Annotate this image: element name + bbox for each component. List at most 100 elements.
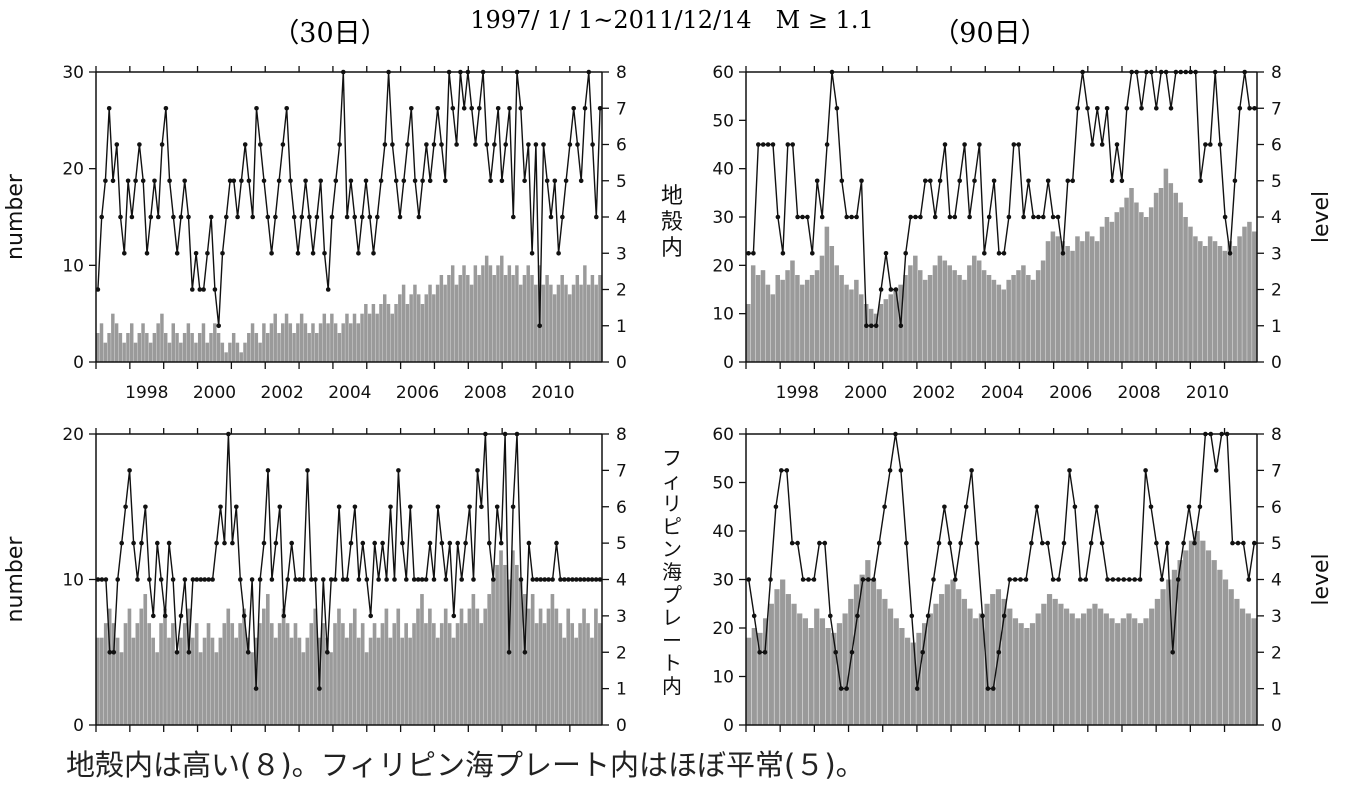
count-bar [746, 637, 752, 725]
level-marker [110, 178, 116, 184]
count-bar [495, 564, 499, 725]
count-bar [345, 313, 349, 362]
count-bar [538, 608, 543, 725]
count-bar [1252, 231, 1257, 362]
level-marker [779, 468, 784, 473]
count-bar [315, 333, 319, 362]
level-marker [833, 650, 838, 655]
count-bar [159, 623, 163, 725]
x-tick-label: 2004 [328, 383, 371, 403]
row-label-crust-glyph: 地 [661, 184, 683, 209]
count-bar [209, 333, 213, 362]
row-label-philippine-glyph: ト [662, 651, 682, 675]
count-bar [1188, 540, 1195, 725]
level-marker [1217, 142, 1223, 147]
level-marker [317, 686, 322, 691]
count-bar [356, 637, 361, 725]
level-marker [800, 214, 805, 220]
level-marker [824, 142, 830, 147]
level-marker [123, 504, 128, 510]
count-bar [122, 342, 126, 362]
count-bar [111, 313, 115, 362]
count-bar [1060, 241, 1065, 362]
count-bar [254, 333, 259, 362]
level-marker [194, 577, 200, 582]
count-bar [337, 608, 341, 725]
level-marker [238, 577, 243, 582]
count-bar [534, 623, 539, 725]
count-bar [1055, 236, 1061, 362]
count-bar [839, 275, 844, 362]
y-tick-label-right: 4 [616, 571, 627, 591]
level-marker [463, 540, 468, 546]
count-bar [238, 623, 242, 725]
count-bar [1094, 241, 1100, 362]
count-bar [329, 652, 333, 725]
level-marker [1168, 106, 1174, 111]
y-tick-label-right: 6 [1271, 136, 1282, 156]
level-marker [261, 540, 267, 546]
count-bar [1120, 618, 1126, 725]
count-bar [956, 589, 962, 725]
count-bar [477, 275, 481, 362]
count-bar [1202, 246, 1208, 362]
level-marker [1050, 577, 1056, 582]
level-marker [581, 577, 587, 582]
count-bar [163, 333, 168, 362]
level-marker [762, 650, 768, 655]
count-bar [313, 608, 318, 725]
level-marker [589, 577, 595, 582]
count-bar [299, 313, 304, 362]
y-tick-label-right: 3 [1271, 607, 1282, 627]
level-marker [384, 577, 389, 582]
count-bar [388, 637, 393, 725]
count-bar [420, 304, 425, 362]
count-bar [1212, 241, 1218, 362]
level-marker [597, 577, 603, 582]
level-marker [1001, 613, 1007, 619]
count-bar [234, 637, 238, 725]
level-marker [805, 214, 810, 220]
count-bar [352, 608, 357, 725]
level-line [748, 71, 1255, 327]
count-bar [394, 304, 398, 362]
level-marker [424, 142, 429, 147]
level-marker [908, 214, 913, 220]
level-marker [898, 323, 904, 329]
count-bar [1011, 275, 1016, 362]
level-marker [107, 650, 113, 655]
count-bar [368, 637, 373, 725]
count-bar [179, 342, 183, 362]
count-bar [802, 618, 808, 725]
count-bar [1046, 594, 1053, 725]
row-label-crust: 地殻内 [661, 184, 683, 261]
x-tick-label: 2008 [464, 383, 507, 403]
count-bar [515, 265, 519, 362]
level-marker [313, 577, 318, 582]
count-bar [556, 284, 561, 362]
count-bar [439, 623, 444, 725]
level-marker [201, 287, 206, 292]
count-bar [582, 608, 586, 725]
level-marker [321, 577, 326, 582]
level-marker [254, 106, 259, 111]
level-marker [408, 504, 413, 510]
count-bar [1115, 623, 1121, 725]
level-marker [510, 504, 516, 510]
count-bar [235, 342, 240, 362]
count-bar [404, 623, 408, 725]
level-marker [529, 251, 535, 256]
level-marker [325, 287, 331, 292]
count-bar [976, 260, 982, 362]
level-marker [795, 214, 800, 220]
level-marker [1235, 540, 1241, 546]
count-bar [1143, 217, 1149, 362]
level-marker [234, 504, 239, 510]
level-marker [487, 540, 492, 546]
count-bar [1247, 221, 1252, 362]
count-bar [1129, 188, 1134, 362]
level-marker [909, 613, 915, 619]
level-marker [838, 686, 844, 691]
count-bar [795, 275, 800, 362]
count-bar [364, 304, 368, 362]
